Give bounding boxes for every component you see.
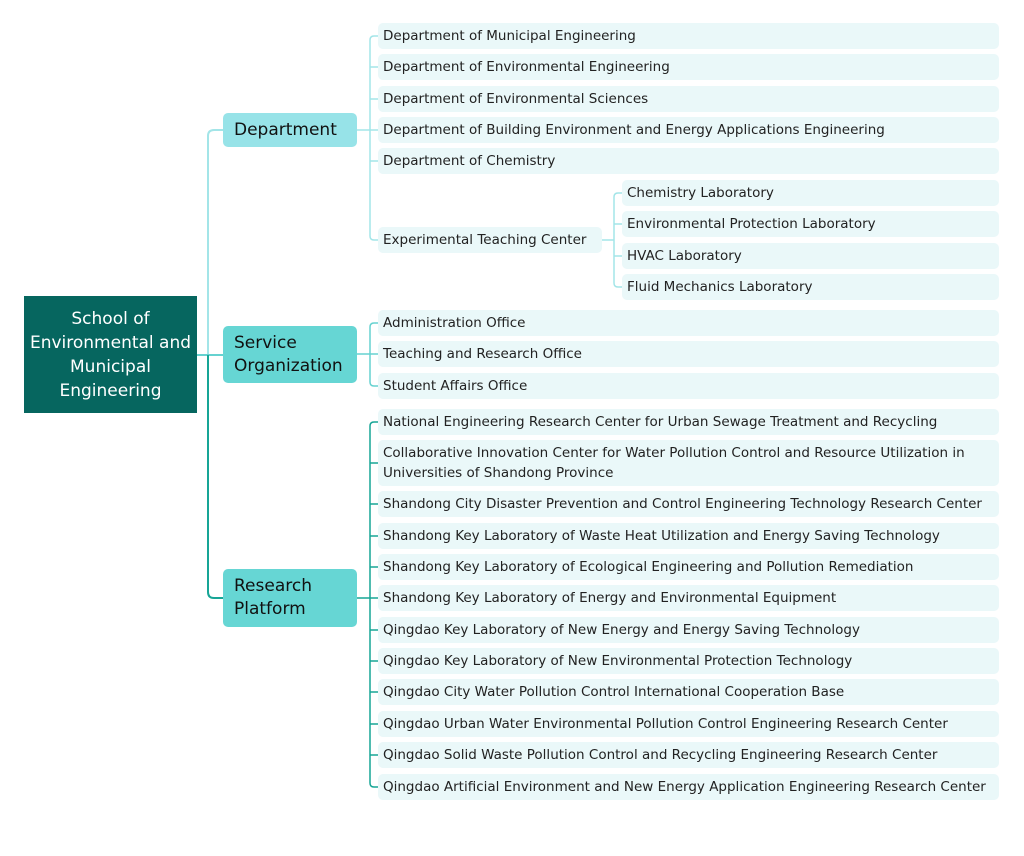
leaf-label: Administration Office — [383, 315, 526, 331]
leaf-node[interactable]: Administration Office — [378, 310, 999, 336]
leaf-label: Department of Chemistry — [383, 153, 556, 169]
leaf-label: Shandong City Disaster Prevention and Co… — [383, 496, 982, 512]
leaf-label: Department of Municipal Engineering — [383, 28, 636, 44]
leaf-node[interactable]: Qingdao Urban Water Environmental Pollut… — [378, 711, 999, 737]
leaf-node[interactable]: Shandong Key Laboratory of Ecological En… — [378, 554, 999, 580]
leaf-node[interactable]: Collaborative Innovation Center for Wate… — [378, 440, 999, 486]
leaf-node[interactable]: Teaching and Research Office — [378, 341, 999, 367]
leaf-label: Shandong Key Laboratory of Ecological En… — [383, 559, 914, 575]
connector-root-research — [207, 355, 223, 599]
leaf-node[interactable]: Qingdao Artificial Environment and New E… — [378, 774, 999, 800]
leaf-label: Department of Environmental Sciences — [383, 91, 649, 107]
connector-root-department — [197, 129, 223, 356]
node-label: Department — [234, 119, 337, 140]
leaf-label: HVAC Laboratory — [627, 248, 742, 264]
leaf-label: Collaborative Innovation Center for Wate… — [383, 445, 965, 481]
leaf-label: Environmental Protection Laboratory — [627, 216, 876, 232]
leaf-node[interactable]: Environmental Protection Laboratory — [622, 211, 999, 237]
leaf-node[interactable]: Shandong City Disaster Prevention and Co… — [378, 491, 999, 517]
leaf-node[interactable]: Department of Environmental Engineering — [378, 54, 999, 80]
leaf-label: National Engineering Research Center for… — [383, 414, 938, 430]
leaf-node[interactable]: Experimental Teaching Center — [378, 227, 602, 253]
leaf-label: Qingdao Key Laboratory of New Energy and… — [383, 622, 860, 638]
root-label: School of Environmental and Municipal En… — [29, 308, 192, 401]
leaf-label: Qingdao Urban Water Environmental Pollut… — [383, 716, 948, 732]
leaf-label: Qingdao Key Laboratory of New Environmen… — [383, 653, 853, 669]
leaf-node[interactable]: Qingdao Solid Waste Pollution Control an… — [378, 742, 999, 768]
leaf-node[interactable]: Qingdao City Water Pollution Control Int… — [378, 679, 999, 705]
leaf-node[interactable]: National Engineering Research Center for… — [378, 409, 999, 435]
leaf-node[interactable]: Qingdao Key Laboratory of New Environmen… — [378, 648, 999, 674]
leaf-label: Department of Building Environment and E… — [383, 122, 885, 138]
leaf-node[interactable]: Chemistry Laboratory — [622, 180, 999, 206]
leaf-node[interactable]: Fluid Mechanics Laboratory — [622, 274, 999, 300]
leaf-label: Qingdao City Water Pollution Control Int… — [383, 684, 845, 700]
leaf-node[interactable]: Department of Environmental Sciences — [378, 86, 999, 112]
leaf-node[interactable]: Student Affairs Office — [378, 373, 999, 399]
leaf-label: Shandong Key Laboratory of Energy and En… — [383, 590, 837, 606]
node-department[interactable]: Department — [223, 113, 357, 147]
leaf-label: Department of Environmental Engineering — [383, 59, 670, 75]
leaf-label: Qingdao Solid Waste Pollution Control an… — [383, 747, 938, 763]
connector-department-children — [357, 35, 622, 288]
leaf-node[interactable]: Qingdao Key Laboratory of New Energy and… — [378, 617, 999, 643]
leaf-node[interactable]: Department of Chemistry — [378, 148, 999, 174]
leaf-node[interactable]: Department of Municipal Engineering — [378, 23, 999, 49]
leaf-label: Qingdao Artificial Environment and New E… — [383, 779, 986, 795]
connector-service-children — [357, 322, 378, 387]
root-node[interactable]: School of Environmental and Municipal En… — [24, 296, 197, 413]
leaf-label: Student Affairs Office — [383, 378, 528, 394]
leaf-label: Shandong Key Laboratory of Waste Heat Ut… — [383, 528, 940, 544]
node-label: Research Platform — [234, 576, 312, 619]
leaf-node[interactable]: Shandong Key Laboratory of Energy and En… — [378, 585, 999, 611]
connector-research-children — [357, 421, 378, 788]
node-research-platform[interactable]: Research Platform — [223, 569, 357, 627]
leaf-label: Chemistry Laboratory — [627, 185, 774, 201]
leaf-node[interactable]: Department of Building Environment and E… — [378, 117, 999, 143]
leaf-label: Fluid Mechanics Laboratory — [627, 279, 813, 295]
leaf-label: Teaching and Research Office — [383, 346, 582, 362]
leaf-node[interactable]: HVAC Laboratory — [622, 243, 999, 269]
leaf-label: Experimental Teaching Center — [383, 232, 587, 248]
node-label: Service Organization — [234, 332, 343, 376]
leaf-node[interactable]: Shandong Key Laboratory of Waste Heat Ut… — [378, 523, 999, 549]
node-service-organization[interactable]: Service Organization — [223, 326, 357, 383]
